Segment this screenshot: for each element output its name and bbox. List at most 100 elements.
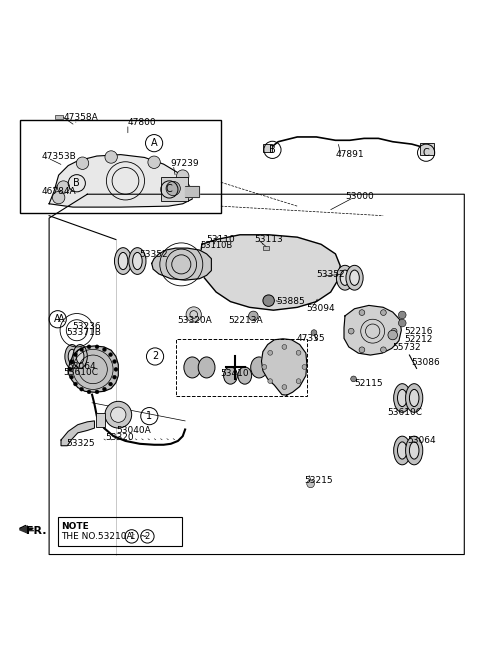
Text: C: C [166, 184, 173, 194]
Ellipse shape [397, 389, 407, 407]
Text: 47800: 47800 [128, 118, 156, 127]
Bar [96, 413, 106, 427]
Circle shape [166, 182, 180, 196]
Circle shape [268, 379, 273, 383]
Text: 53371B: 53371B [66, 328, 101, 337]
Text: 52115: 52115 [355, 379, 383, 388]
Circle shape [70, 375, 73, 379]
Circle shape [311, 330, 317, 336]
Circle shape [87, 345, 91, 348]
Circle shape [68, 367, 72, 371]
Circle shape [95, 345, 99, 348]
Ellipse shape [65, 344, 79, 368]
Ellipse shape [238, 367, 252, 384]
Circle shape [113, 360, 117, 363]
Bar [21, 120, 221, 213]
Text: 53113: 53113 [254, 235, 283, 244]
Text: 47353B: 47353B [42, 151, 77, 161]
Text: 1: 1 [129, 532, 134, 541]
Circle shape [262, 364, 267, 369]
Circle shape [113, 375, 117, 379]
Bar [55, 115, 63, 119]
Text: C: C [423, 147, 430, 157]
Circle shape [186, 307, 201, 322]
Text: B: B [73, 178, 80, 188]
Circle shape [80, 387, 84, 391]
Circle shape [282, 344, 287, 349]
Circle shape [80, 348, 84, 352]
Circle shape [103, 387, 107, 391]
Ellipse shape [68, 349, 76, 364]
Text: THE NO.53210A:: THE NO.53210A: [61, 532, 139, 541]
Text: 53064: 53064 [67, 362, 96, 371]
Circle shape [249, 311, 258, 321]
Circle shape [73, 382, 77, 386]
Circle shape [114, 367, 118, 371]
Text: FR.: FR. [26, 526, 47, 535]
Circle shape [181, 186, 194, 198]
Text: 53064: 53064 [407, 436, 436, 446]
Ellipse shape [336, 265, 354, 290]
Bar [263, 247, 269, 250]
Text: 53410: 53410 [220, 369, 249, 378]
Polygon shape [344, 306, 401, 355]
Text: 53040A: 53040A [116, 426, 151, 435]
Circle shape [391, 328, 397, 334]
Ellipse shape [406, 436, 423, 465]
Text: 53236: 53236 [72, 322, 101, 331]
Text: B: B [269, 145, 276, 155]
Circle shape [57, 181, 70, 193]
Text: 53110B: 53110B [201, 241, 233, 250]
Text: NOTE: NOTE [61, 522, 89, 531]
Circle shape [108, 352, 112, 356]
Circle shape [307, 480, 314, 488]
Ellipse shape [397, 442, 407, 459]
Text: 53110: 53110 [206, 235, 235, 244]
Circle shape [381, 347, 386, 352]
Circle shape [148, 156, 160, 168]
Ellipse shape [340, 270, 350, 285]
Ellipse shape [265, 357, 282, 378]
Bar [176, 339, 307, 396]
Ellipse shape [198, 357, 215, 378]
Circle shape [95, 390, 99, 394]
Ellipse shape [118, 253, 128, 269]
Circle shape [282, 385, 287, 389]
Polygon shape [185, 186, 199, 196]
Circle shape [105, 151, 117, 163]
Bar [420, 143, 434, 155]
Text: 47358A: 47358A [63, 113, 98, 123]
Text: 47891: 47891 [336, 150, 364, 159]
Circle shape [398, 311, 406, 319]
Ellipse shape [350, 270, 360, 285]
Ellipse shape [394, 436, 411, 465]
Text: 52213A: 52213A [228, 316, 263, 325]
Circle shape [351, 376, 357, 382]
Text: 53610C: 53610C [63, 369, 98, 377]
Polygon shape [49, 155, 192, 207]
Text: 53885: 53885 [276, 297, 305, 306]
Ellipse shape [132, 253, 142, 269]
Bar [161, 177, 188, 202]
Circle shape [105, 401, 132, 428]
Text: 97239: 97239 [171, 159, 199, 168]
Polygon shape [68, 346, 118, 392]
Text: 53610C: 53610C [387, 408, 422, 417]
Ellipse shape [394, 384, 411, 412]
Text: 53215: 53215 [304, 476, 333, 485]
Circle shape [73, 352, 77, 356]
Circle shape [296, 350, 301, 355]
Polygon shape [61, 421, 95, 446]
Ellipse shape [115, 248, 132, 275]
Ellipse shape [406, 384, 423, 412]
Circle shape [103, 348, 107, 352]
Polygon shape [20, 526, 34, 533]
Circle shape [359, 310, 365, 316]
Ellipse shape [129, 248, 146, 275]
Text: A: A [151, 138, 157, 148]
Ellipse shape [409, 389, 419, 407]
Circle shape [388, 330, 397, 340]
Text: 55732: 55732 [393, 344, 421, 352]
Text: 2: 2 [145, 532, 150, 541]
Text: A: A [54, 314, 61, 324]
